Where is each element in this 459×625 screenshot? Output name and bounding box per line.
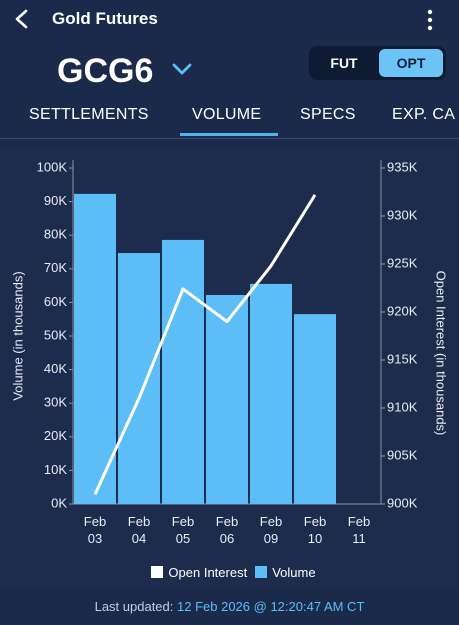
x-tick-label: Feb 04: [127, 514, 151, 546]
y2-tick-label: 935K: [387, 159, 418, 174]
tab[interactable]: SETTLEMENTS: [29, 106, 149, 123]
line: [93, 194, 317, 496]
legend-label: Open Interest: [168, 565, 248, 580]
x-tick-label: Feb 05: [171, 514, 195, 546]
tab[interactable]: SPECS: [300, 106, 356, 123]
bar: [294, 314, 336, 504]
y2-axis-label: Open Interest (in thousands): [434, 271, 449, 436]
x-tick-label: Feb 11: [347, 514, 371, 546]
screen-title: Gold Futures: [52, 9, 158, 28]
y2-tick-label: 910K: [387, 399, 418, 414]
x-tick-label: Feb 09: [259, 514, 283, 546]
y2-tick-label: 920K: [387, 303, 418, 318]
y-tick-label: 90K: [44, 193, 67, 208]
y-tick-label: 0K: [51, 495, 67, 510]
y2-tick-label: 900K: [387, 495, 418, 510]
bar: [118, 253, 160, 504]
footer: Last updated: 12 Feb 2026 @ 12:20:47 AM …: [0, 599, 459, 614]
legend-swatch: [151, 566, 164, 578]
chart: Volume (in thousands) Open Interest (in …: [10, 159, 449, 510]
x-tick-label: Feb 10: [303, 514, 327, 546]
toggle-option[interactable]: FUT: [330, 55, 358, 71]
divider: [0, 138, 459, 139]
y-tick-label: 20K: [44, 428, 67, 443]
legend-label: Volume: [272, 565, 316, 580]
last-updated: 12 Feb 2026 @ 12:20:47 AM CT: [177, 599, 365, 614]
y2-tick-label: 925K: [387, 255, 418, 270]
y-tick-label: 30K: [44, 395, 67, 410]
y2-tick-label: 905K: [387, 447, 418, 462]
legend: Open Interest Volume: [0, 565, 459, 580]
tab[interactable]: VOLUME: [192, 106, 262, 123]
bar: [250, 283, 292, 504]
x-tick-label: Feb 03: [83, 514, 107, 546]
more-menu[interactable]: [425, 9, 435, 31]
bar: [74, 193, 116, 504]
footer-label: Last updated:: [94, 599, 174, 614]
y2-tick-label: 915K: [387, 351, 418, 366]
active-tab-indicator: [180, 133, 278, 136]
y-tick-label: 60K: [44, 294, 67, 309]
y-tick-label: 50K: [44, 327, 67, 342]
y-tick-label: 10K: [44, 462, 67, 477]
bar: [206, 295, 248, 504]
y-tick-label: 40K: [44, 361, 67, 376]
symbol[interactable]: GCG6: [57, 52, 154, 90]
y-tick-label: 100K: [37, 159, 68, 174]
back-button[interactable]: [14, 9, 30, 29]
legend-swatch: [255, 566, 268, 578]
toggle-option[interactable]: OPT: [379, 49, 443, 77]
y2-tick-label: 930K: [387, 207, 418, 222]
y-tick-label: 80K: [44, 227, 67, 242]
y-axis-label: Volume (in thousands): [10, 271, 25, 400]
y-tick-label: 70K: [44, 260, 67, 275]
mode-toggle: FUT OPT: [309, 46, 446, 80]
x-tick-label: Feb 06: [215, 514, 239, 546]
bar: [162, 239, 204, 505]
symbol-dropdown[interactable]: [172, 62, 192, 76]
tab[interactable]: EXP. CA: [392, 106, 456, 123]
